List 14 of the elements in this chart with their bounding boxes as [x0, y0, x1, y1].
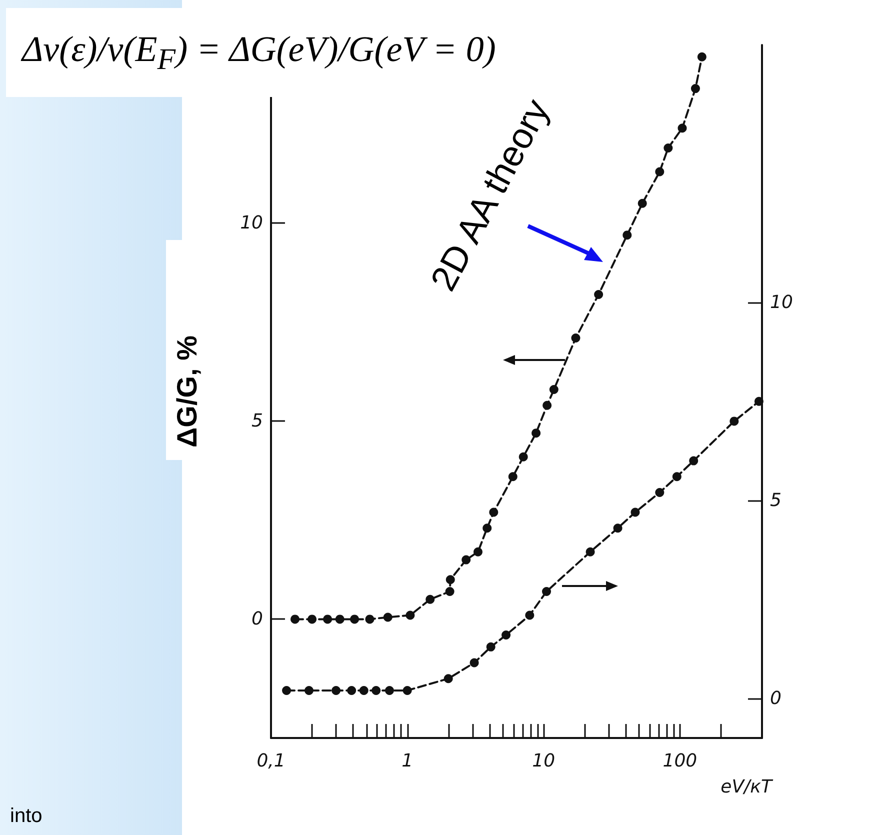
- y-tick-label: 0: [252, 608, 263, 630]
- y2-tick-label: 10: [770, 292, 793, 313]
- x-tick-label: 0,1: [256, 750, 286, 772]
- x-axis-title: eV/кT: [720, 776, 774, 798]
- annotation: Δν(ε)/ν(E$_{F}$) = ΔG(eV)/G(eV = 0): [22, 29, 496, 76]
- y-axis-title: ΔG/G, %: [172, 335, 202, 448]
- text: into: [10, 805, 42, 828]
- y-tick-label: 5: [252, 410, 263, 432]
- y2-tick-label: 5: [770, 490, 782, 511]
- x-tick-label: 100: [662, 750, 698, 772]
- y2-tick-label: 0: [770, 688, 782, 709]
- x-tick-label: 10: [532, 750, 556, 772]
- x-tick-label: 1: [402, 750, 414, 772]
- y-tick-label: 10: [240, 212, 263, 234]
